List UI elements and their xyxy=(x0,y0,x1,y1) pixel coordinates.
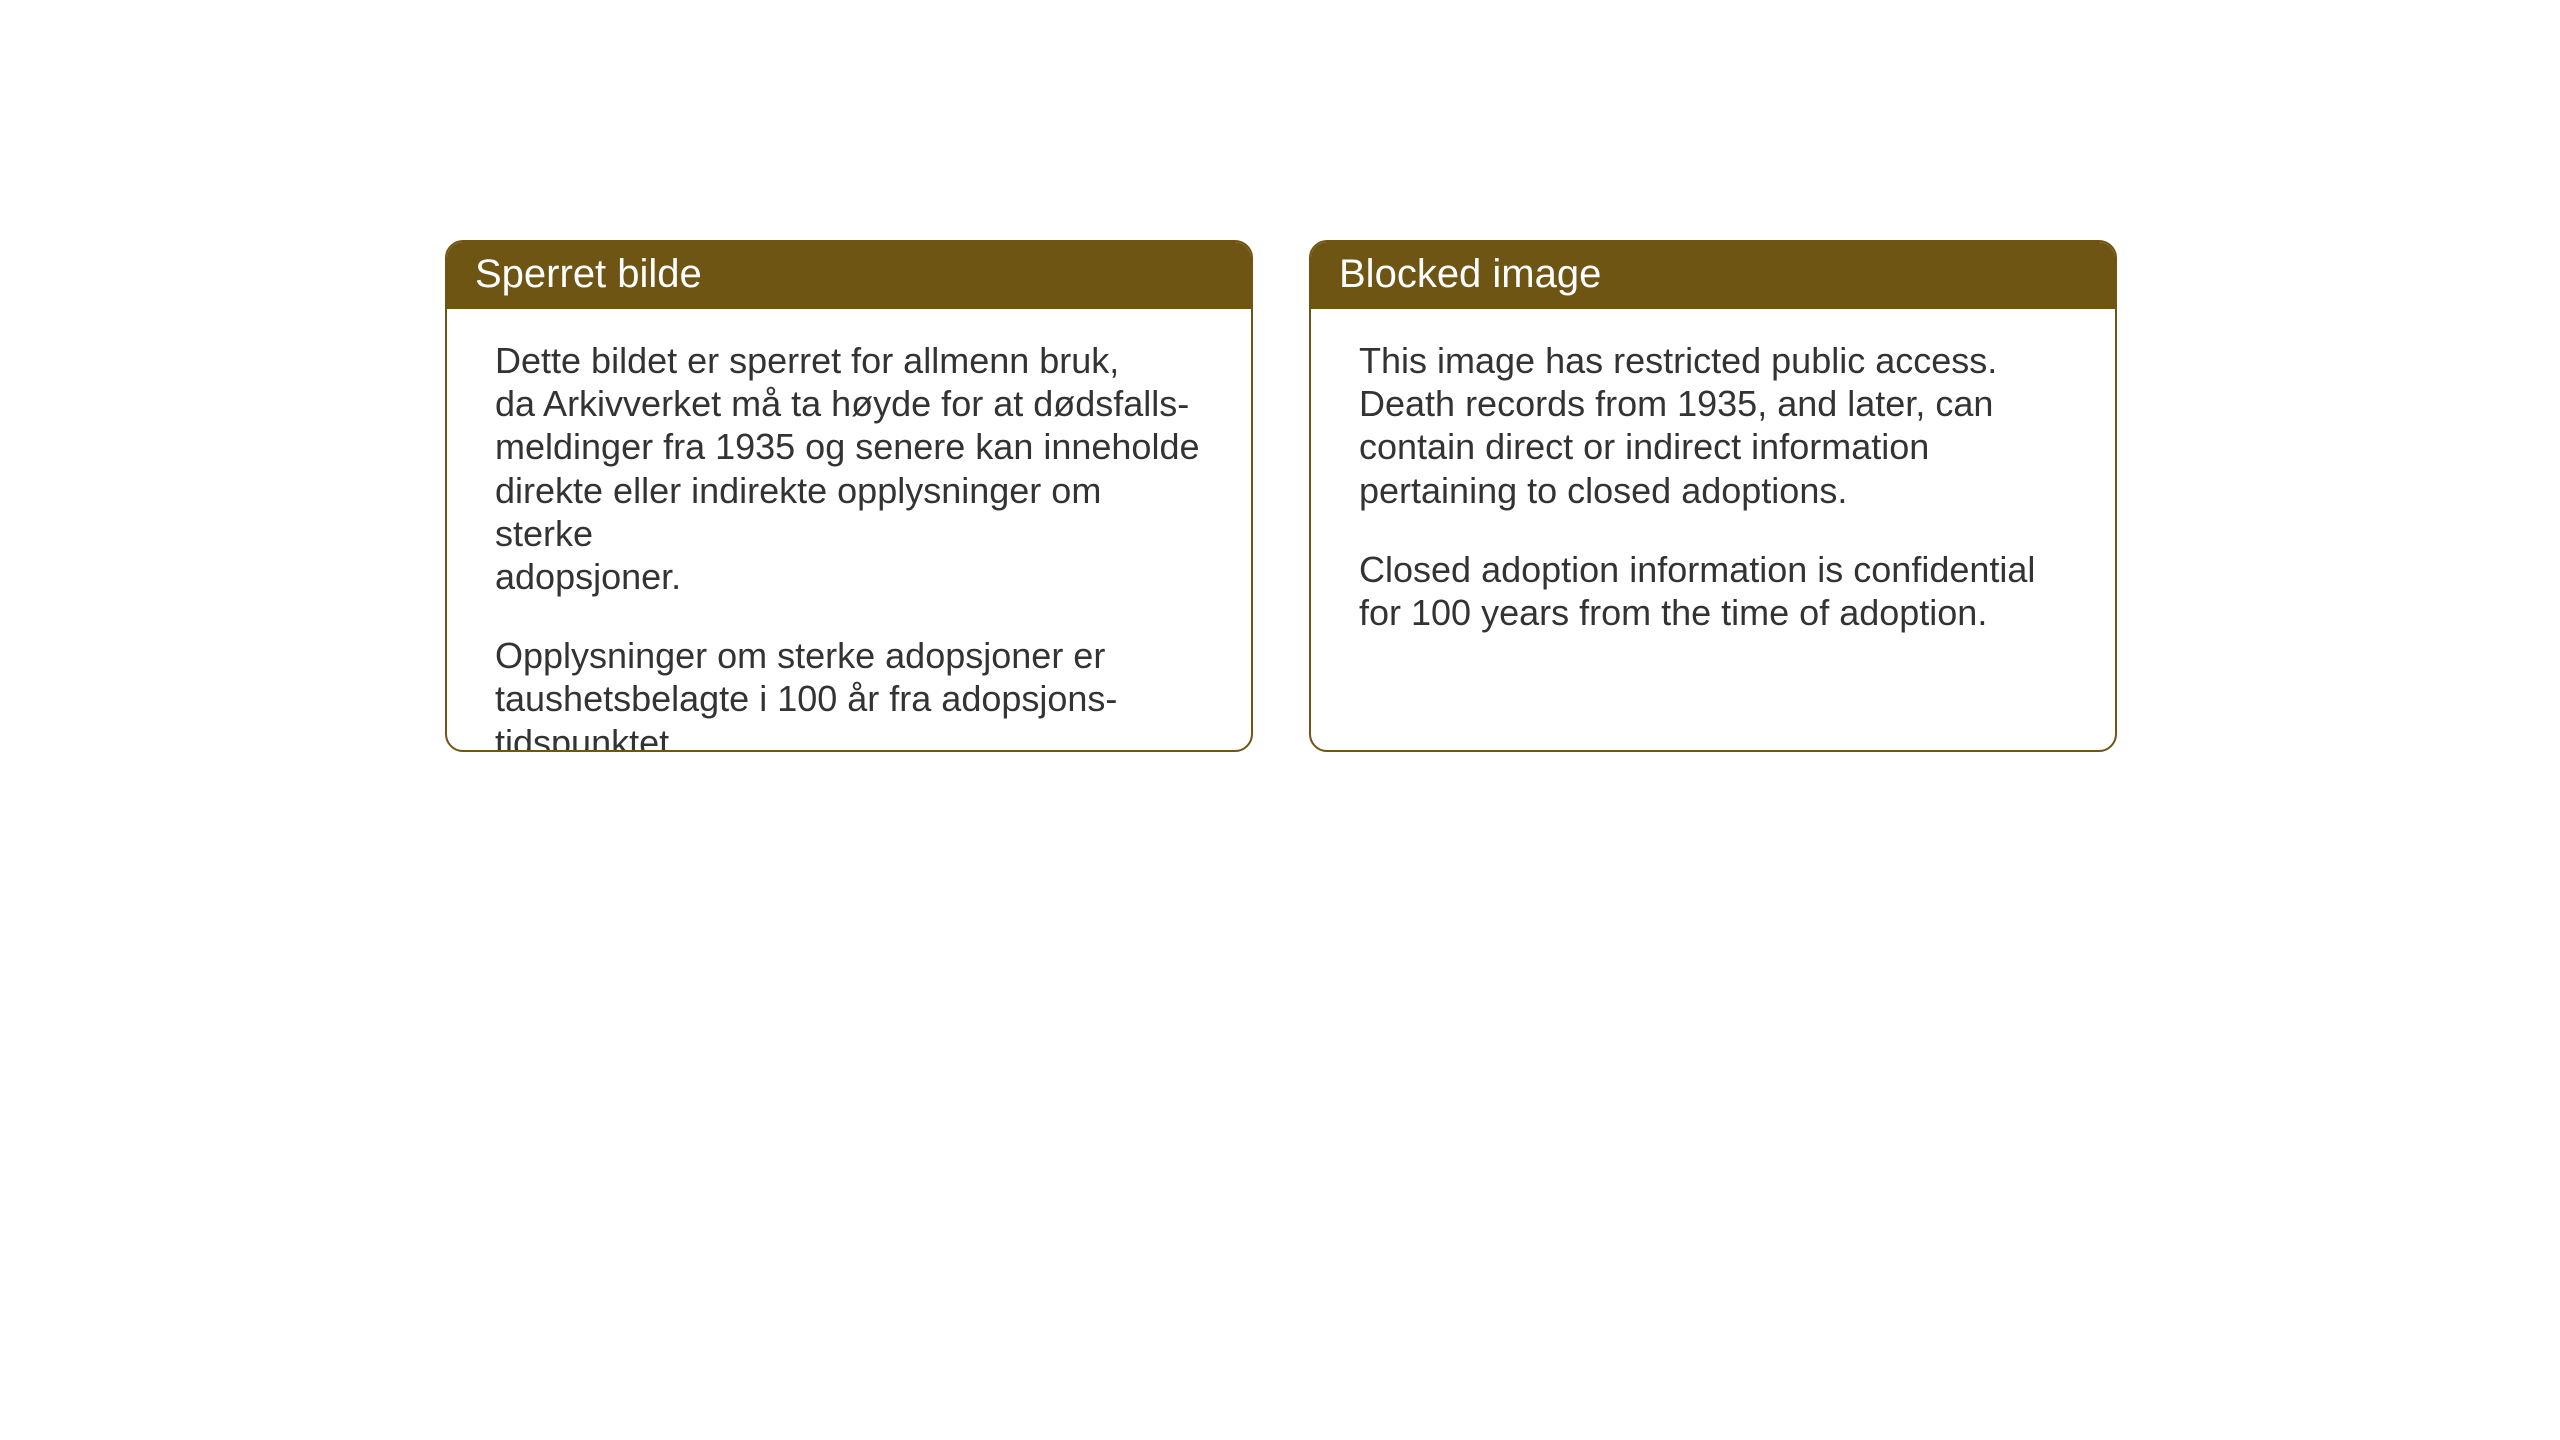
body-text-line: Death records from 1935, and later, can xyxy=(1359,382,2067,425)
card-header-norwegian: Sperret bilde xyxy=(447,242,1251,309)
body-text-line: tidspunktet. xyxy=(495,721,1203,753)
notice-card-english: Blocked image This image has restricted … xyxy=(1309,240,2117,752)
body-text-line: Closed adoption information is confident… xyxy=(1359,548,2067,591)
body-text-line: taushetsbelagte i 100 år fra adopsjons- xyxy=(495,677,1203,720)
body-text-line: Dette bildet er sperret for allmenn bruk… xyxy=(495,339,1203,382)
body-text-line: for 100 years from the time of adoption. xyxy=(1359,591,2067,634)
body-text-line: meldinger fra 1935 og senere kan innehol… xyxy=(495,425,1203,468)
notice-card-norwegian: Sperret bilde Dette bildet er sperret fo… xyxy=(445,240,1253,752)
body-text-line: Opplysninger om sterke adopsjoner er xyxy=(495,634,1203,677)
card-header-english: Blocked image xyxy=(1311,242,2115,309)
body-text-line: adopsjoner. xyxy=(495,555,1203,598)
paragraph-spacer xyxy=(1359,512,2067,548)
notice-container: Sperret bilde Dette bildet er sperret fo… xyxy=(445,240,2117,752)
card-body-norwegian: Dette bildet er sperret for allmenn bruk… xyxy=(447,309,1251,752)
card-title-norwegian: Sperret bilde xyxy=(475,252,702,296)
body-text-line: da Arkivverket må ta høyde for at dødsfa… xyxy=(495,382,1203,425)
body-text-line: contain direct or indirect information xyxy=(1359,425,2067,468)
body-text-line: pertaining to closed adoptions. xyxy=(1359,469,2067,512)
card-body-english: This image has restricted public access.… xyxy=(1311,309,2115,674)
body-text-line: This image has restricted public access. xyxy=(1359,339,2067,382)
paragraph-spacer xyxy=(495,598,1203,634)
card-title-english: Blocked image xyxy=(1339,252,1601,296)
body-text-line: direkte eller indirekte opplysninger om … xyxy=(495,469,1203,555)
